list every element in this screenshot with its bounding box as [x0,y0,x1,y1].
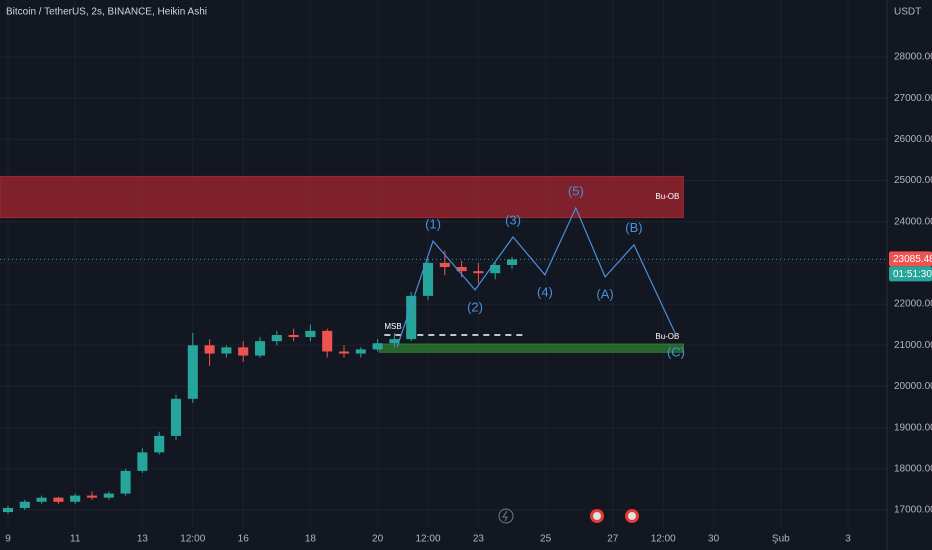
flag-icon-inner [593,512,601,520]
candle-body [137,452,148,471]
candle-body [372,343,383,350]
candle-body [305,330,316,338]
candle-body [322,330,333,352]
x-tick-label: 27 [607,534,619,545]
candle-body [506,259,518,265]
candle-body [2,507,14,513]
candle-body [456,267,467,272]
x-tick-label: 16 [238,534,250,545]
msb-label: MSB [384,322,401,331]
candle-body [271,334,282,342]
candle-body [254,341,266,356]
x-tick-label: 30 [708,534,720,545]
zone-label: Bu-OB [655,192,679,201]
candle-body [406,295,417,340]
candle-body [473,271,484,274]
candle-body [422,262,434,296]
y-tick-label: 17000.00 [894,505,932,516]
y-tick-label: 19000.00 [894,422,932,433]
chart-title: Bitcoin / TetherUS, 2s, BINANCE, Heikin … [6,7,207,18]
y-tick-label: 18000.00 [894,463,932,474]
candle-body [204,345,215,354]
candle-body [238,347,249,356]
y-tick-label: 25000.00 [894,175,932,186]
candle-body [19,501,30,508]
countdown-label: 01:51:30 [893,269,932,280]
wave-label: (C) [667,344,685,359]
y-tick-label: 20000.00 [894,381,932,392]
currency: USDT [894,7,921,18]
candle-body [70,495,81,502]
wave-label: (3) [505,212,521,227]
last-price-label: 23085.48 [893,254,932,265]
y-tick-label: 21000.00 [894,340,932,351]
wave-label: (B) [625,220,642,235]
event-icon [498,508,514,524]
x-tick-label: 13 [137,534,149,545]
x-tick-label: 23 [473,534,485,545]
order-block [0,175,684,219]
candle-body [338,351,350,354]
candle-body [355,349,366,354]
candle-body [439,262,450,268]
candle-body [170,398,182,436]
wave-label: (1) [425,217,441,232]
x-tick-label: 9 [5,534,11,545]
candle-body [490,264,501,274]
order-block [378,343,684,353]
event-icons [498,508,639,524]
candle-body [36,497,47,502]
wave-label: (4) [537,284,553,299]
wave-label: (5) [568,183,584,198]
x-tick-label: 12:00 [651,534,676,545]
x-tick-label: 18 [305,534,317,545]
x-tick-label: 12:00 [415,534,440,545]
candle-body [86,495,98,498]
y-tick-label: 26000.00 [894,134,932,145]
x-tick-label: 12:00 [180,534,205,545]
y-tick-label: 27000.00 [894,93,932,104]
plot: Bu-OB Bu-OB MSB (1) (2) (3) (4) (5) (A) (B) (C) [0,0,887,528]
wave-label: (2) [467,299,483,314]
y-tick-label: 24000.00 [894,216,932,227]
candle-body [154,435,165,453]
candle-body [53,497,64,502]
wave-projection [396,206,677,348]
zone-label: Bu-OB [655,332,679,341]
countdown-box [889,266,932,282]
candle-body [389,339,400,344]
y-tick-label: 28000.00 [894,52,932,63]
lightning [502,510,508,522]
candle-body [187,345,198,399]
candle-body [103,493,114,498]
last-price-box [889,251,932,267]
x-tick-label: Şub [772,534,790,545]
y-tick-label: 22000.00 [894,299,932,310]
candle-body [288,334,299,338]
x-tick-label: 3 [845,534,851,545]
wave-label: (A) [596,286,613,301]
candle-body [221,347,232,354]
x-tick-label: 25 [540,534,552,545]
candle-body [120,470,131,494]
x-tick-label: 11 [70,534,81,545]
flag-icon-inner [628,512,636,520]
x-tick-label: 20 [372,534,384,545]
